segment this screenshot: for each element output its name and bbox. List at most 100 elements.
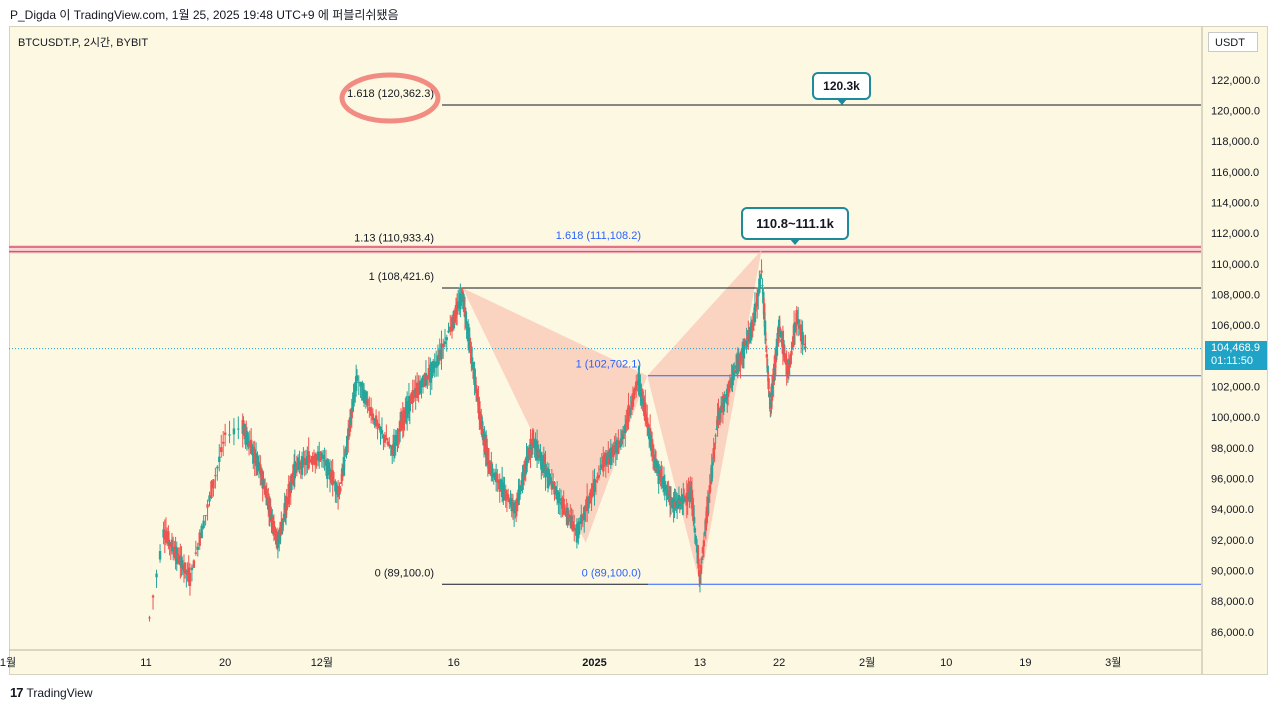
candle-body [780, 339, 783, 343]
candle-body [758, 278, 761, 293]
candle-body [277, 540, 280, 542]
candle-body [512, 502, 516, 514]
candle-body [188, 572, 192, 587]
candle-body [352, 394, 355, 407]
candle-body [791, 346, 794, 349]
candle-body [478, 401, 481, 420]
candle-body [602, 456, 605, 472]
candle-body [789, 354, 792, 360]
candle-body [335, 485, 338, 495]
candle-body [294, 462, 297, 474]
candle-body [542, 457, 546, 473]
candle-body [170, 539, 174, 552]
candle-body [605, 456, 609, 465]
candle-body [714, 435, 717, 437]
candle-body [590, 488, 593, 499]
candle-body [385, 437, 388, 441]
currency-selector[interactable]: USDT [1208, 32, 1258, 52]
candle-body [561, 497, 564, 509]
symbol-title[interactable]: BTCUSDT.P, 2시간, BYBIT [18, 37, 149, 49]
candle-body [646, 417, 649, 428]
candle-body [276, 536, 280, 549]
candle-body [704, 518, 708, 531]
candle-body [790, 350, 793, 356]
candles [148, 259, 807, 622]
candle-body [290, 481, 293, 491]
candle-body [414, 388, 417, 397]
candle-body [575, 523, 579, 543]
candle-body [389, 445, 392, 448]
candle-body [273, 526, 276, 530]
candle-body [707, 499, 710, 501]
candle-body [371, 413, 375, 421]
time-axis: 11월 11 20 12월 16 2025 13 22 2월 10 19 3월 [0, 656, 1121, 669]
tradingview-logo-icon: 17 [10, 685, 24, 700]
candle-body [158, 551, 162, 560]
candle-body [316, 451, 320, 460]
candle-body [465, 321, 468, 327]
candle-body [728, 382, 732, 386]
candle-body [567, 514, 571, 518]
candle-body [223, 432, 227, 435]
candle-body [583, 507, 586, 521]
candle-body [214, 475, 217, 477]
candle-body [442, 343, 445, 348]
fib-labels: 1.618 (120,362.3) 1.13 (110,933.4) 1 (108,… [347, 88, 641, 579]
candle-body [379, 426, 382, 433]
candle-body [443, 341, 447, 345]
price-tick-label: 86,000.0 [1211, 627, 1254, 639]
candle-body [474, 386, 478, 389]
fib-label-left-1: 1 (108,421.6) [369, 271, 434, 283]
candle-body [304, 460, 308, 465]
candle-body [510, 498, 513, 512]
candle-body [604, 453, 607, 466]
candle-body [463, 307, 467, 318]
time-tick-label: 22 [773, 657, 785, 669]
footer-brand[interactable]: 17 TradingView [10, 685, 93, 700]
candle-body [599, 468, 602, 470]
time-tick-label: 11월 [0, 656, 16, 669]
current-price: 104,468.9 [1211, 342, 1260, 354]
time-tick-label: 10 [940, 657, 952, 669]
candle-body [753, 303, 757, 323]
candle-body [609, 447, 613, 466]
candle-body [380, 430, 384, 435]
time-tick-label: 16 [448, 657, 460, 669]
candle-body [702, 540, 706, 547]
candle-body [263, 486, 267, 495]
chart-panel[interactable] [9, 26, 1268, 675]
candle-body [183, 562, 187, 574]
candle-body [176, 553, 180, 559]
candle-body [377, 423, 381, 429]
candle-body [693, 528, 697, 533]
candle-body [436, 355, 440, 366]
candle-body [247, 440, 250, 443]
candle-body [340, 468, 344, 481]
candle-body [320, 453, 324, 457]
candle-body [733, 370, 737, 372]
candle-body [202, 520, 205, 528]
candle-body [534, 439, 537, 450]
candle-body [776, 338, 779, 341]
candle-body [692, 516, 696, 524]
candle-body [376, 423, 379, 426]
candle-body [761, 285, 764, 287]
candle-body [784, 361, 787, 363]
candle-body [280, 521, 283, 535]
candle-body [755, 292, 759, 307]
candle-body [423, 374, 426, 387]
candle-body [558, 498, 561, 502]
candle-body [445, 337, 448, 341]
candle-body [218, 456, 221, 463]
price-tick-label: 92,000.0 [1211, 535, 1254, 547]
candle-body [768, 392, 771, 398]
candle-body [374, 415, 378, 427]
candle-body [770, 383, 774, 401]
candle-body [612, 445, 615, 457]
candle-body [555, 489, 559, 500]
candle-body [267, 501, 270, 505]
candle-body [771, 385, 774, 389]
candle-body [594, 480, 598, 483]
candle-body [198, 532, 201, 546]
